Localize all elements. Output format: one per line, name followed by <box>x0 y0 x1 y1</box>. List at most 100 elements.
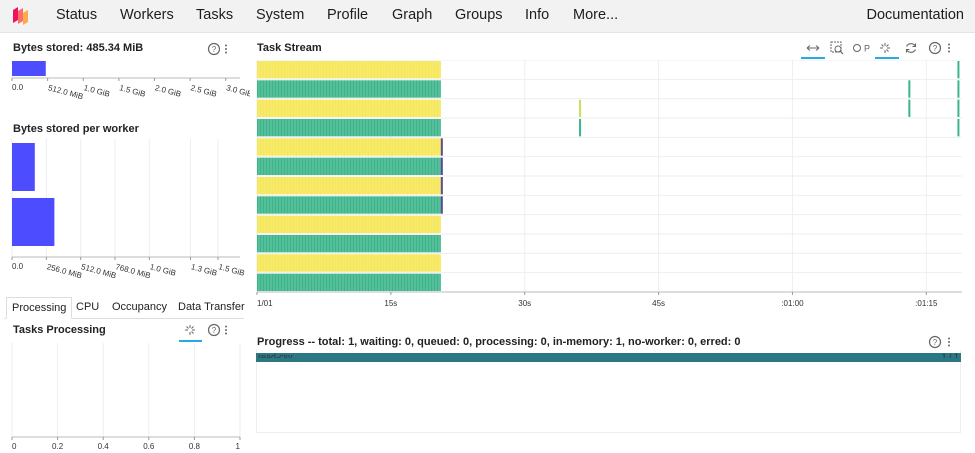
task-stream-lane-block <box>257 273 441 291</box>
pan-tool-icon[interactable] <box>806 41 820 55</box>
late-task-mark <box>579 99 582 117</box>
help-icon[interactable]: ? <box>207 42 221 56</box>
help-icon[interactable]: ? <box>928 335 942 349</box>
late-task-mark <box>957 80 960 98</box>
svg-text:?: ? <box>212 45 217 54</box>
x-tick-label: 0.8 <box>189 442 201 451</box>
late-task-mark <box>957 61 960 79</box>
tab-occupancy[interactable]: Occupancy <box>112 301 168 313</box>
task-separators <box>258 80 440 98</box>
task-stream-tail <box>440 196 443 214</box>
nav-documentation[interactable]: Documentation <box>866 7 964 23</box>
bytes-stored-bar <box>12 61 46 76</box>
task-stream-title: Task Stream <box>257 42 322 54</box>
x-tick-label: 0.2 <box>52 442 64 451</box>
dask-logo-icon[interactable] <box>10 5 32 27</box>
late-task-mark <box>908 99 911 117</box>
late-task-mark <box>957 119 960 137</box>
svg-text:?: ? <box>933 338 938 347</box>
task-stream-tail <box>440 138 443 156</box>
help-icon[interactable]: ? <box>207 323 221 337</box>
nav-info[interactable]: Info <box>525 7 550 23</box>
progress-bar-read-csv[interactable] <box>256 353 961 362</box>
hover-tool-active-indicator <box>179 340 202 342</box>
hover-tool-icon[interactable] <box>183 323 197 337</box>
x-tick-label: 15s <box>384 299 397 308</box>
reset-icon[interactable] <box>904 41 918 55</box>
task-separators <box>258 61 440 79</box>
task-separators <box>258 235 440 253</box>
task-stream-tail <box>440 157 443 175</box>
navbar: Status Workers Tasks System Profile Grap… <box>0 0 975 33</box>
x-tick-label: 45s <box>652 299 665 308</box>
worker-bar <box>12 198 55 246</box>
worker-bar <box>12 143 35 191</box>
progress-frame <box>256 350 961 433</box>
task-stream-lane-block <box>257 235 441 253</box>
bytes-stored-title: Bytes stored: 485.34 MiB <box>13 42 144 54</box>
task-stream-lane-block <box>257 215 441 233</box>
hover-tool-icon[interactable] <box>878 41 892 55</box>
help-icon[interactable]: ? <box>928 41 942 55</box>
nav-status[interactable]: Status <box>56 7 98 23</box>
tab-cpu[interactable]: CPU <box>76 301 100 313</box>
task-stream-lane-block <box>257 61 441 79</box>
task-separators <box>258 119 440 137</box>
x-tick-label: 0.4 <box>98 442 110 451</box>
task-separators <box>258 254 440 272</box>
nav-tasks[interactable]: Tasks <box>196 7 234 23</box>
nav-graph[interactable]: Graph <box>392 7 433 23</box>
task-separators <box>258 99 440 117</box>
svg-text:?: ? <box>212 326 217 335</box>
late-task-mark <box>579 119 582 137</box>
x-tick-label: 0 <box>12 442 17 451</box>
nav-profile[interactable]: Profile <box>327 7 369 23</box>
x-tick-label: 1 <box>236 442 241 451</box>
tasks-processing-title: Tasks Processing <box>13 324 106 336</box>
nav-groups[interactable]: Groups <box>455 7 503 23</box>
task-stream-lane-block <box>257 119 441 137</box>
wheel-zoom-icon[interactable]: P <box>852 41 870 55</box>
x-tick-label: 1/01 <box>257 299 273 308</box>
task-stream-chart: 1/01 15s 30s 45s :01:00 :01:15 <box>256 60 962 308</box>
hover-tool-active-indicator <box>875 57 899 59</box>
progress-task-name: read-csv <box>258 353 293 358</box>
late-task-mark <box>908 80 911 98</box>
progress-task-count: 1 / 1 <box>941 353 959 358</box>
nav-more[interactable]: More... <box>573 7 619 23</box>
nav-system[interactable]: System <box>256 7 305 23</box>
x-tick-label: 0.6 <box>143 442 155 451</box>
menu-dots-icon[interactable] <box>945 335 953 349</box>
task-stream-lane-block <box>257 138 441 156</box>
task-separators <box>258 196 440 214</box>
box-zoom-icon[interactable] <box>830 41 844 55</box>
task-separators <box>258 177 440 195</box>
tasks-processing-chart: 0 0.2 0.4 0.6 0.8 1 <box>11 343 241 451</box>
task-separators <box>258 157 440 175</box>
x-tick-label: :01:00 <box>781 299 804 308</box>
task-stream-lane-block <box>257 177 441 195</box>
x-tick-label: 30s <box>518 299 531 308</box>
svg-text:P: P <box>864 44 870 54</box>
nav-workers[interactable]: Workers <box>120 7 174 23</box>
late-task-mark <box>957 99 960 117</box>
menu-dots-icon[interactable] <box>222 323 230 337</box>
task-stream-tail <box>440 177 443 195</box>
task-stream-lane-block <box>257 157 441 175</box>
progress-title: Progress -- total: 1, waiting: 0, queued… <box>257 336 741 348</box>
x-tick-label: 0.0 <box>12 262 24 271</box>
svg-text:?: ? <box>933 44 938 53</box>
x-tick-label: 0.0 <box>12 83 24 92</box>
tab-processing[interactable]: Processing <box>6 297 73 319</box>
task-separators <box>258 273 440 291</box>
tab-data-transfer[interactable]: Data Transfer <box>178 301 245 313</box>
task-stream-lane-block <box>257 196 441 214</box>
bytes-per-worker-title: Bytes stored per worker <box>13 123 139 135</box>
menu-dots-icon[interactable] <box>945 41 953 55</box>
task-stream-lane-block <box>257 254 441 272</box>
menu-dots-icon[interactable] <box>222 42 230 56</box>
task-separators <box>258 215 440 233</box>
x-tick-label: :01:15 <box>915 299 938 308</box>
